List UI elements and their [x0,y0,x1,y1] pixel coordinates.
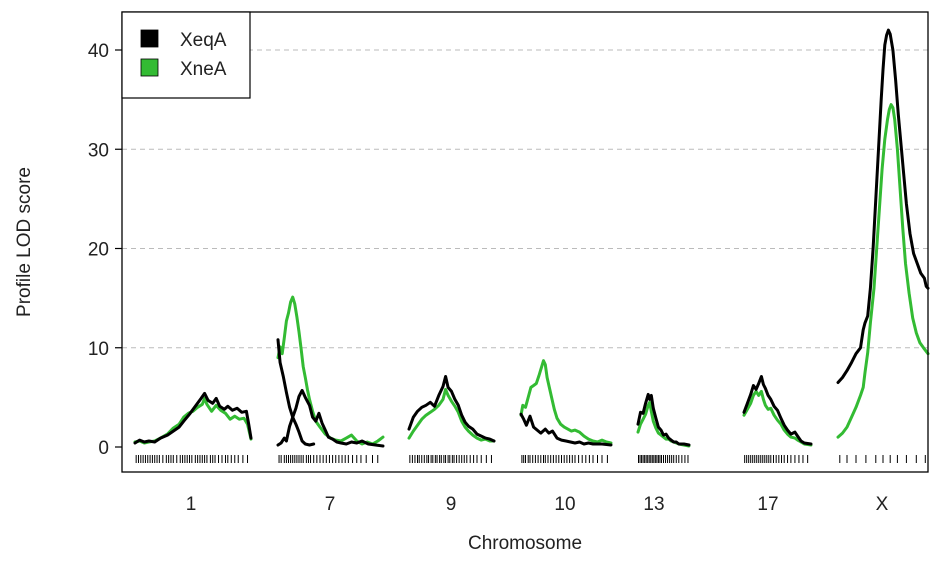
series-XeqA-chr1-0 [133,391,253,445]
x-tick-label-1: 1 [186,494,197,515]
legend-swatch-XeqA [140,29,159,48]
series-XeqA-chrX-7 [836,28,930,384]
marker-rug [135,455,926,463]
series-XeqA-chr7-2 [276,388,385,448]
x-tick-label-10: 10 [554,494,575,515]
plot-frame [121,11,929,473]
x-axis: 1 7 9 10 13 17 X [186,494,889,515]
series-XeqA-chr10-4 [519,412,613,447]
y-tick-label-30: 30 [88,140,109,161]
series-XneA-chrX-6 [836,103,930,439]
series-XeqA-chr9-3 [407,375,496,443]
legend-box [121,11,251,99]
series-XneA-chr7-1 [276,295,385,446]
legend: XeqA XneA [121,11,251,99]
x-axis-title: Chromosome [468,533,582,554]
legend-label-XneA: XneA [180,59,227,80]
x-tick-label-17: 17 [757,494,778,515]
y-tick-label-0: 0 [98,438,109,459]
y-tick-label-20: 20 [88,240,109,261]
x-tick-label-9: 9 [446,494,457,515]
series-XeqA-chr17-6 [742,375,813,446]
x-tick-label-7: 7 [325,494,336,515]
series-XeqA-chr13-5 [636,392,691,447]
y-tick-label-40: 40 [88,41,109,62]
y-tick-label-10: 10 [88,339,109,360]
series-lines [133,28,930,448]
series-XneA-chr9-2 [407,387,496,443]
x-tick-label-13: 13 [643,494,664,515]
y-axis-title: Profile LOD score [14,167,35,317]
y-axis: 0 10 20 30 40 [88,41,122,459]
legend-label-XeqA: XeqA [180,30,227,51]
series-XneA-chr17-5 [742,389,813,447]
series-XeqA-chr7-1 [276,338,316,447]
x-tick-label-X: X [876,494,889,515]
series-XneA-chr10-3 [519,359,613,445]
plot-background [122,12,928,472]
legend-swatch-XneA [140,58,159,77]
